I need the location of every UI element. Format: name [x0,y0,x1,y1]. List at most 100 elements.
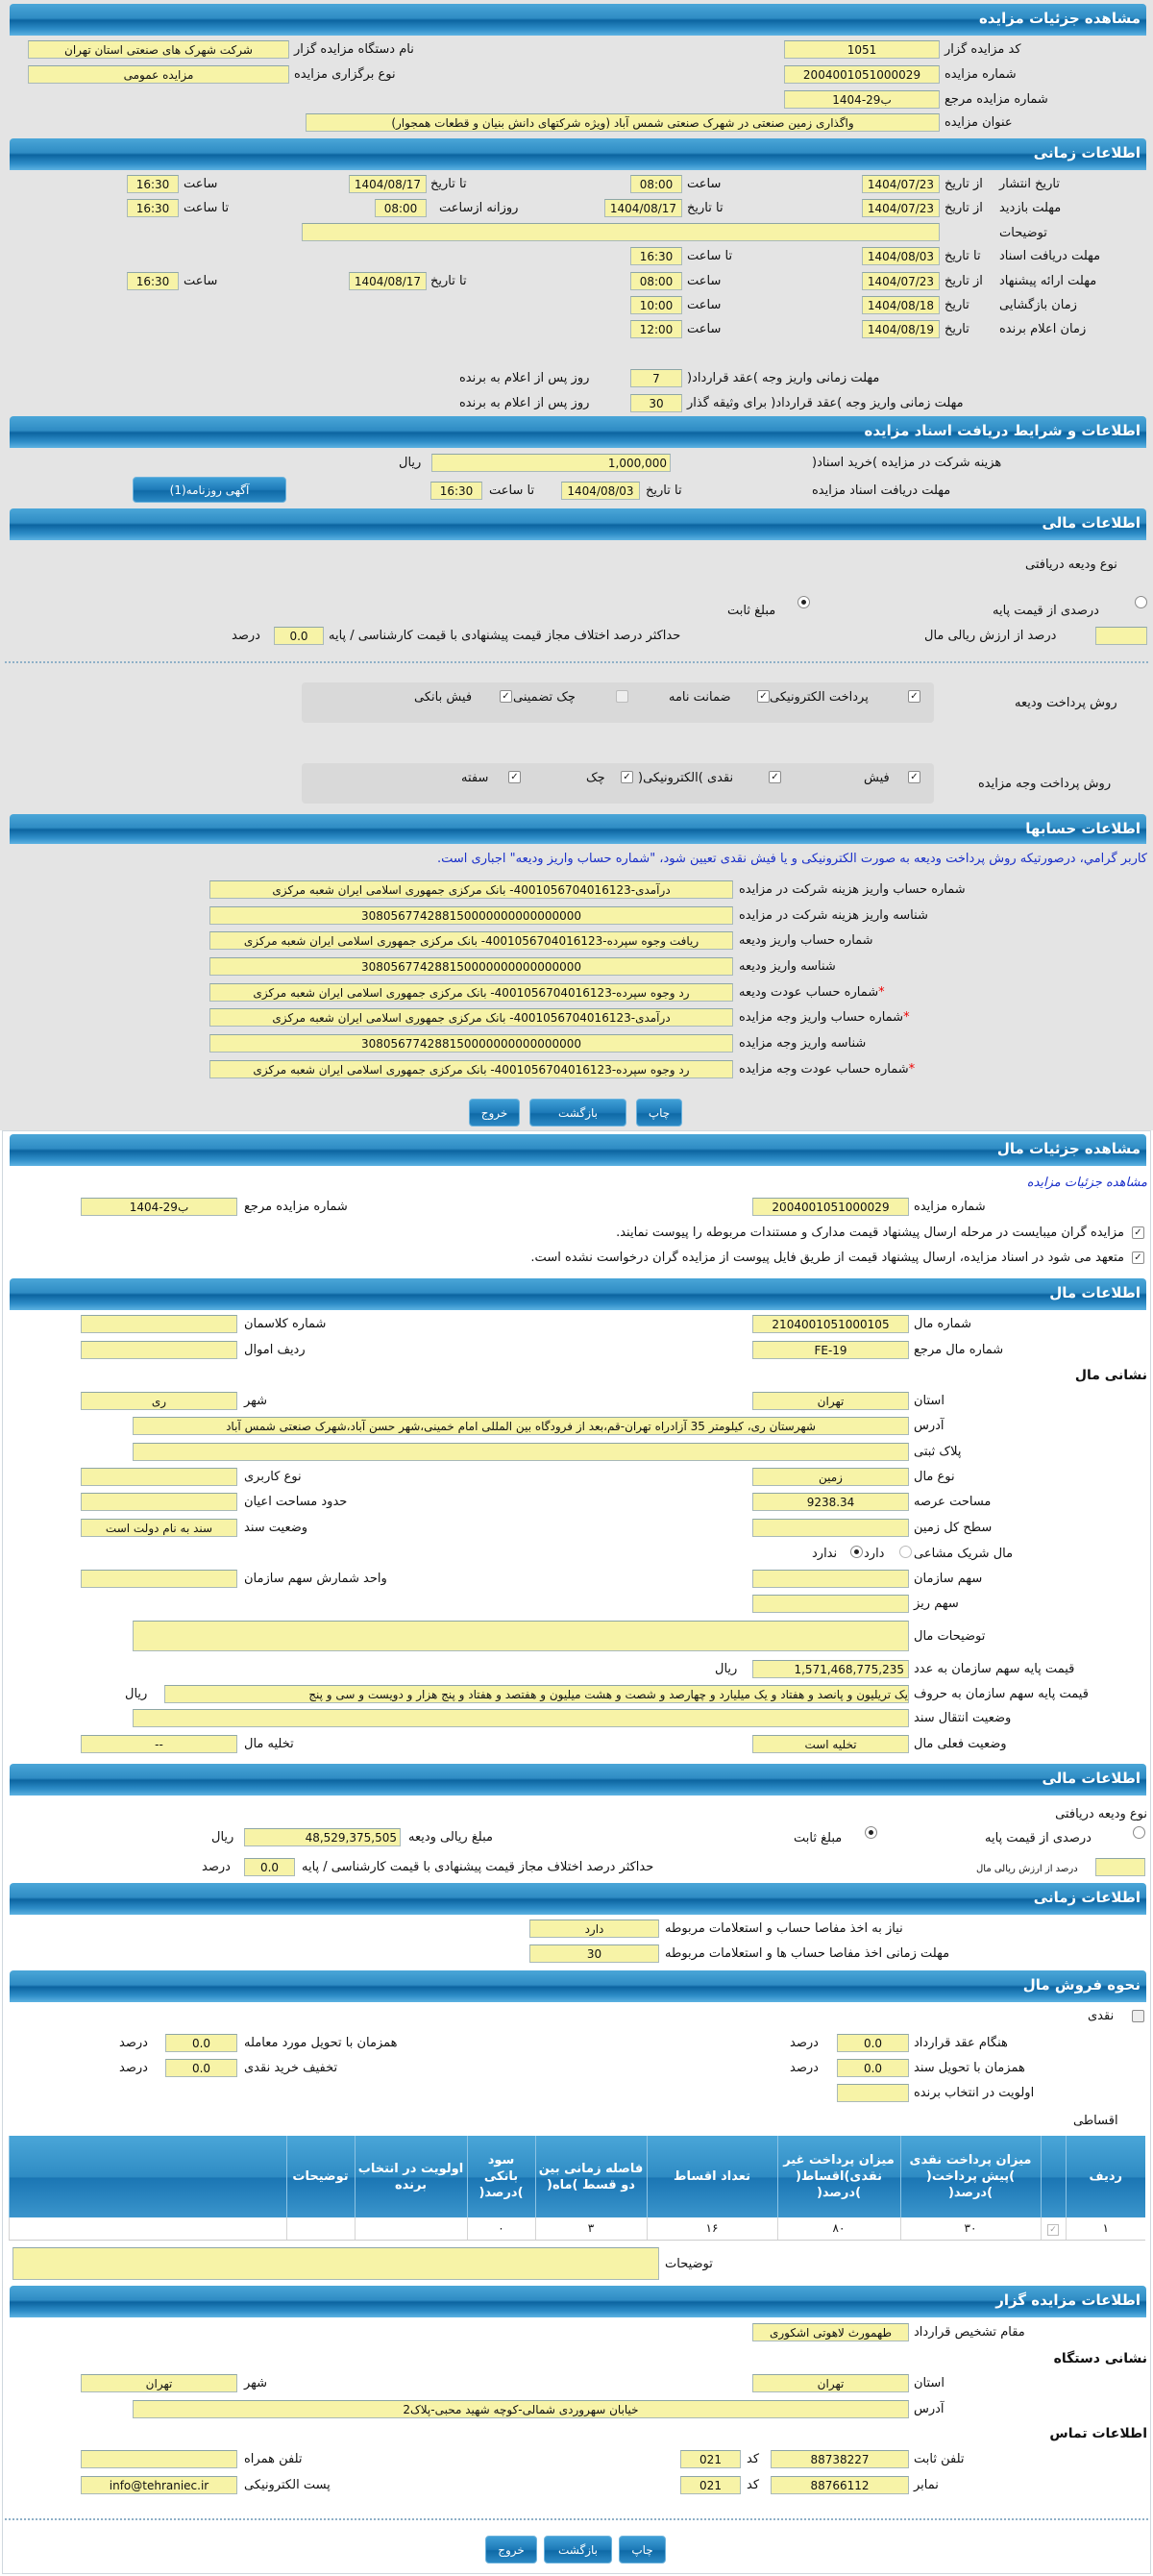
to-date-label: تا تاریخ [944,249,981,263]
time-label: ساعت [687,177,722,191]
percent-option-label: درصدی از قیمت پایه [985,1831,1092,1845]
collateral-deadline-label: مهلت زمانی واریز وجه )عقد قرارداد( برای … [687,396,964,410]
city-field: ری [81,1392,237,1410]
required-mark: * [903,1010,910,1025]
max-diff-field: 0.0 [244,1858,295,1876]
method-label: فیش [864,771,890,785]
to-time-label: تا ساعت [489,483,535,498]
transfer-field [133,1709,909,1727]
status-label: وضعیت فعلی مال [914,1737,1007,1751]
cash-checkbox[interactable] [1132,2010,1144,2022]
usage-field [81,1468,237,1486]
winner-label: زمان اعلام برنده [999,322,1087,336]
newspaper-ad-button[interactable]: آگهی روزنامه(1) [133,477,286,503]
deed-field: سند به نام دولت است [81,1519,237,1537]
share-field [752,1570,909,1588]
account-row-field: درآمدی-4001056704016123- بانک مرکزی جمهو… [209,1008,733,1027]
exit-button[interactable]: خروج [469,1099,520,1127]
price-words-unit: ریال [125,1687,148,1701]
required-mark: * [878,985,885,1000]
from-date-label: از تاریخ [944,274,983,288]
account-row-field: 308056774288150000000000000000 [209,1034,733,1053]
docs-to-time: 16:30 [430,482,482,500]
percent-option-radio[interactable] [1135,596,1147,608]
ref-field: ب29-1404 [784,90,940,109]
receipt-checkbox[interactable]: ✓ [908,771,920,783]
section-header-accounts: اطلاعات حسابها [10,814,1146,844]
account-row-label: *شماره حساب واریز وجه مزایده [739,1008,910,1027]
fixed-option-radio[interactable] [797,596,810,608]
docs-to-time: 16:30 [630,247,682,265]
province-field: تهران [752,2374,909,2392]
method-label: چک [586,771,605,785]
sale-notes-field [12,2247,659,2280]
settlement-field: دارد [529,1920,659,1938]
price-words-label: قیمت پایه سهم سازمان به حروف [914,1687,1089,1701]
item-details-panel [2,1130,1151,2574]
bank-receipt-checkbox[interactable]: ✓ [500,690,512,703]
print-button[interactable]: چاپ [619,2536,666,2564]
winner-time: 12:00 [630,320,682,338]
shared-yes-radio[interactable] [899,1546,912,1558]
priority-label: اولویت در انتخاب برنده [914,2086,1035,2100]
publish-from-date: 1404/07/23 [862,175,940,193]
amount-unit: ریال [211,1830,234,1845]
evacuation-field: -- [81,1735,237,1753]
building-area-field [81,1493,237,1511]
shared-no-radio[interactable] [850,1546,863,1558]
account-row-field: رد وجوه سپرده-4001056704016123- بانک مرک… [209,983,733,1002]
org-field: شرکت شهرک های صنعتی استان تهران [28,40,289,59]
visit-from-date: 1404/07/23 [862,199,940,217]
contact-title: اطلاعات تماس [1049,2426,1147,2441]
daily-from-label: روزانه ازساعت [439,201,519,215]
evacuation-label: تخلیه مال [244,1737,294,1751]
number-field: 2004001051000029 [752,1198,909,1216]
province-label: استان [914,2376,944,2390]
address-field: شهرستان ری، کیلومتر 35 آزادراه تهران-قم،… [133,1417,909,1435]
price-label: قیمت پایه سهم سازمان به عدد [914,1662,1075,1676]
percent-unit: درصد [790,2061,819,2075]
row-checkbox[interactable]: ✓ [1047,2223,1059,2236]
offer-from-time: 08:00 [630,272,682,290]
item-ref-field: FE-19 [752,1341,909,1359]
cheque-checkbox[interactable] [616,690,628,703]
cash-electronic-checkbox[interactable]: ✓ [769,771,781,783]
offer-to-date: 1404/08/17 [349,272,427,290]
guarantee-checkbox[interactable]: ✓ [757,690,770,703]
max-diff-label: حداکثر درصد اختلاف مجاز قیمت پیشنهادی با… [329,629,681,643]
percent-option-radio[interactable] [1133,1826,1145,1839]
to-date-label: تا تاریخ [430,177,467,191]
usage-label: نوع کاربری [244,1470,302,1484]
delivery-label: همزمان با تحویل مورد معامله [244,2036,398,2050]
docs-to-date: 1404/08/03 [561,482,640,500]
cell-desc [285,2217,355,2241]
price-unit: ریال [715,1662,738,1676]
address-field: خیابان سهروردی شمالی-کوچه شهید محبی-پلاک… [133,2400,909,2418]
electronic-payment-checkbox[interactable]: ✓ [908,690,920,703]
exit-button[interactable]: خروج [485,2536,537,2564]
section-header-auctioneer: اطلاعات مزایده گزار [10,2286,1146,2317]
label-text: شماره حساب عودت وجه مزایده [739,1062,909,1077]
settlement-deadline-label: مهلت زمانی اخذ مفاصا حساب ها و استعلامات… [665,1946,950,1961]
account-row-field: رد وجوه سپرده-4001056704016123- بانک مرک… [209,1060,733,1078]
cell-interest: ۰ [466,2217,535,2241]
to-time-label: تا ساعت [687,249,733,263]
cheque-checkbox[interactable]: ✓ [621,771,633,783]
no-attachment-checkbox[interactable]: ✓ [1132,1251,1144,1264]
back-button[interactable]: بازگشت [544,2536,612,2564]
attachment-required-checkbox[interactable]: ✓ [1132,1226,1144,1239]
percent-unit: درصد [119,2036,148,2050]
ref-label: شماره مزایده مرجع [944,92,1048,107]
auction-details-link[interactable]: مشاهده جزئیات مزایده [1026,1176,1147,1190]
method-label: ضمانت نامه [669,690,731,705]
building-area-label: حدود مساحت اعیان [244,1495,348,1509]
fixed-option-radio[interactable] [865,1826,877,1839]
method-label: فیش بانکی [414,690,473,705]
area-label: مساحت عرصه [914,1495,992,1509]
time-label: ساعت [184,177,218,191]
type-label: نوع برگزاری مزایده [294,67,396,82]
to-date-label: تا تاریخ [430,274,467,288]
back-button[interactable]: بازگشت [529,1099,626,1127]
promissory-checkbox[interactable]: ✓ [508,771,521,783]
print-button[interactable]: چاپ [636,1099,682,1127]
